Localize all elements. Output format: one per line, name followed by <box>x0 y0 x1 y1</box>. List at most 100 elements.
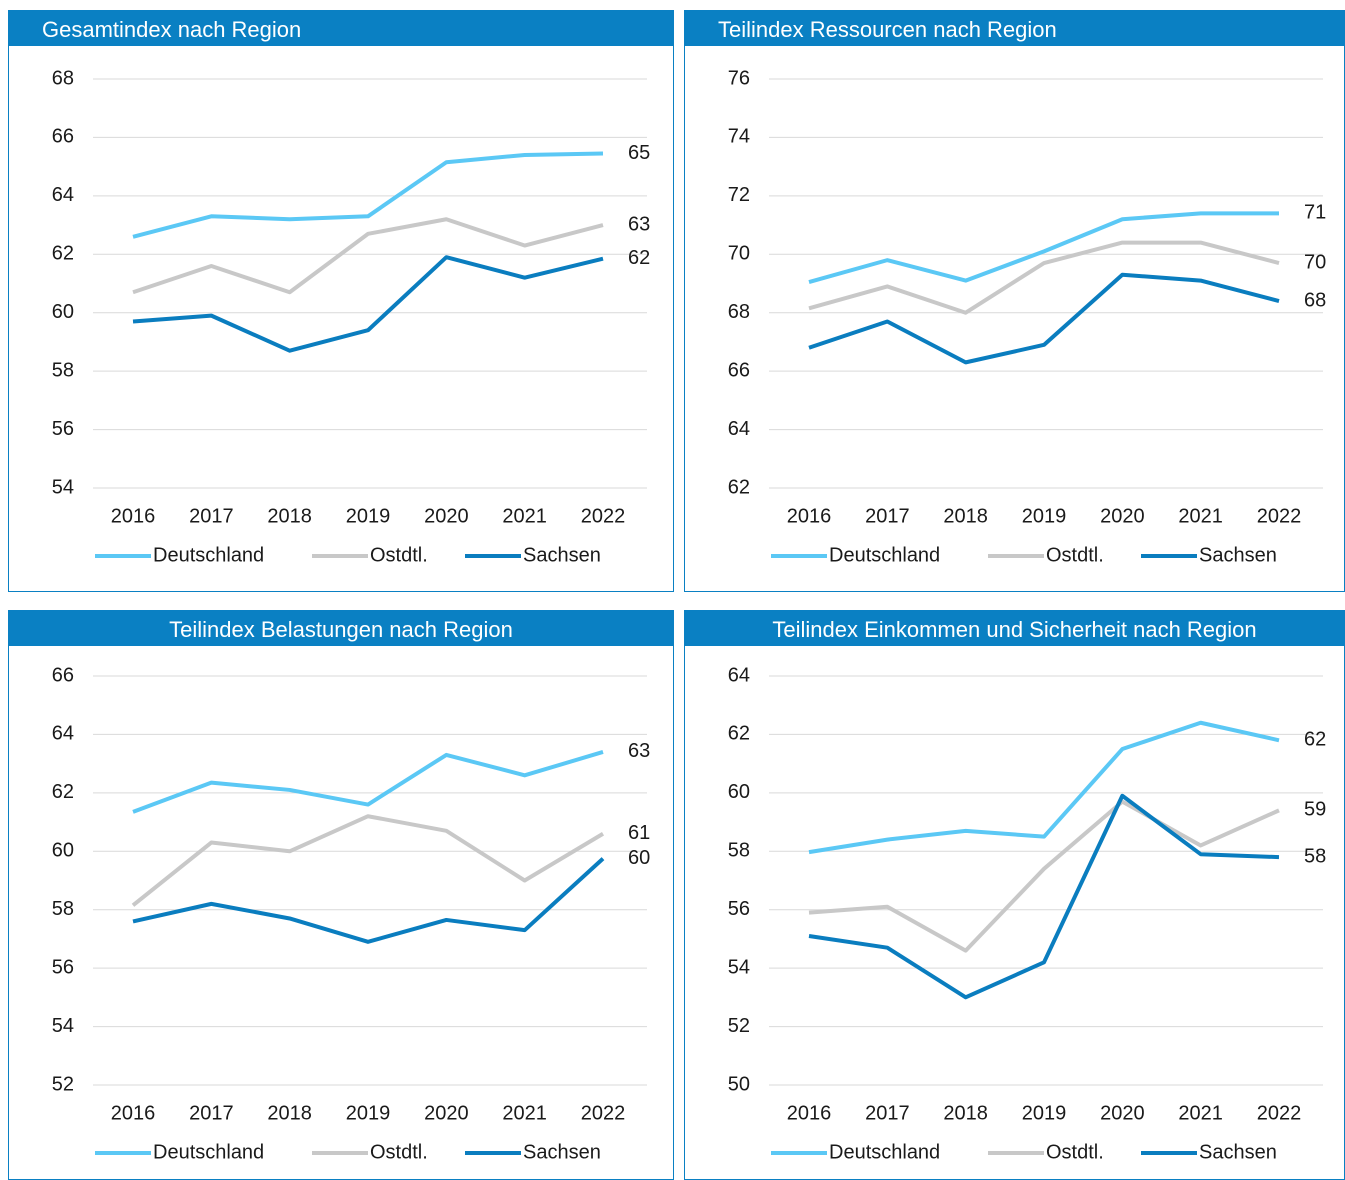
line-series <box>808 211 1279 284</box>
title-bar <box>8 610 674 646</box>
y-tick-label: 62 <box>52 781 74 803</box>
y-tick-label: 66 <box>52 126 74 148</box>
data-label: 58 <box>1304 845 1326 867</box>
x-tick-label: 2020 <box>424 1102 469 1124</box>
legend-label: Ostdtl. <box>1046 544 1104 566</box>
title-bar <box>684 10 1345 46</box>
legend-label: Deutschland <box>829 1141 940 1163</box>
chart-title: Teilindex Ressourcen nach Region <box>718 17 1057 42</box>
y-tick-label: 60 <box>52 840 74 862</box>
x-tick-label: 2021 <box>1178 1102 1223 1124</box>
y-tick-label: 52 <box>728 1015 750 1037</box>
line-series <box>132 857 605 944</box>
x-tick-label: 2019 <box>1022 505 1067 527</box>
y-tick-label: 62 <box>52 243 74 265</box>
legend-label: Sachsen <box>523 544 601 566</box>
x-tick-label: 2016 <box>787 1102 832 1124</box>
y-tick-label: 72 <box>728 184 750 206</box>
x-tick-label: 2017 <box>189 505 234 527</box>
x-tick-label: 2021 <box>502 505 547 527</box>
y-tick-label: 62 <box>728 723 750 745</box>
chart-panel: Teilindex Belastungen nach Region 52 54 56 5… <box>8 610 674 1180</box>
chart-panel: Teilindex Ressourcen nach Region 62 64 66 68… <box>684 10 1345 592</box>
data-label: 62 <box>628 247 650 269</box>
y-tick-label: 58 <box>52 359 74 381</box>
y-tick-label: 52 <box>52 1073 74 1095</box>
y-tick-label: 62 <box>728 476 750 498</box>
legend-label: Ostdtl. <box>370 544 428 566</box>
x-tick-label: 2016 <box>111 505 156 527</box>
panel-border <box>684 10 1345 592</box>
y-tick-label: 56 <box>728 898 750 920</box>
x-tick-label: 2018 <box>943 1102 988 1124</box>
y-tick-label: 56 <box>52 956 74 978</box>
data-label: 71 <box>1304 202 1326 224</box>
x-tick-label: 2017 <box>865 505 910 527</box>
data-label: 63 <box>628 740 650 762</box>
y-tick-label: 64 <box>728 418 750 440</box>
x-tick-label: 2016 <box>111 1102 156 1124</box>
y-tick-label: 60 <box>728 781 750 803</box>
x-tick-label: 2019 <box>346 505 391 527</box>
y-tick-label: 54 <box>52 476 74 498</box>
data-label: 59 <box>1304 799 1326 821</box>
x-tick-label: 2020 <box>424 505 469 527</box>
y-tick-label: 74 <box>728 126 750 148</box>
y-tick-label: 66 <box>52 664 74 686</box>
x-tick-label: 2022 <box>581 1102 626 1124</box>
y-tick-label: 70 <box>728 243 750 265</box>
y-tick-label: 66 <box>728 359 750 381</box>
x-tick-label: 2022 <box>1257 1102 1302 1124</box>
x-tick-label: 2016 <box>787 505 832 527</box>
line-series <box>808 240 1280 315</box>
panel-border <box>684 610 1345 1180</box>
y-tick-label: 56 <box>52 418 74 440</box>
legend-label: Deutschland <box>153 544 264 566</box>
x-tick-label: 2022 <box>581 505 626 527</box>
x-tick-label: 2017 <box>865 1102 910 1124</box>
y-tick-label: 68 <box>728 301 750 323</box>
data-label: 65 <box>628 142 650 164</box>
data-label: 63 <box>628 213 650 235</box>
x-tick-label: 2021 <box>502 1102 547 1124</box>
line-series <box>808 720 1280 855</box>
x-tick-label: 2018 <box>943 505 988 527</box>
y-tick-label: 58 <box>728 840 750 862</box>
legend-label: Ostdtl. <box>370 1141 428 1163</box>
y-tick-label: 54 <box>728 956 750 978</box>
y-tick-label: 60 <box>52 301 74 323</box>
line-series <box>132 255 604 353</box>
legend-label: Ostdtl. <box>1046 1141 1104 1163</box>
line-series <box>808 793 1280 1000</box>
line-series <box>808 272 1280 365</box>
y-tick-label: 76 <box>728 67 750 89</box>
x-tick-label: 2017 <box>189 1102 234 1124</box>
title-bar <box>8 10 674 46</box>
y-tick-label: 54 <box>52 1015 74 1037</box>
line-series <box>132 750 604 814</box>
data-label: 68 <box>1304 289 1326 311</box>
y-tick-label: 64 <box>728 664 750 686</box>
line-series <box>808 799 1280 953</box>
panel-border <box>8 610 674 1180</box>
chart-panel: Teilindex Einkommen und Sicherheit nach … <box>684 610 1345 1180</box>
x-tick-label: 2019 <box>346 1102 391 1124</box>
data-label: 61 <box>628 822 650 844</box>
x-tick-label: 2022 <box>1257 505 1302 527</box>
x-tick-label: 2019 <box>1022 1102 1067 1124</box>
y-tick-label: 68 <box>52 67 74 89</box>
chart-title: Gesamtindex nach Region <box>42 17 301 42</box>
line-series <box>132 217 604 295</box>
data-label: 62 <box>1304 729 1326 751</box>
legend-label: Deutschland <box>829 544 940 566</box>
chart-title: Teilindex Einkommen und Sicherheit nach … <box>772 617 1256 642</box>
chart-panel: Gesamtindex nach Region 54 56 58 60 62 64 66 68 2… <box>8 10 674 592</box>
legend-label: Sachsen <box>1199 544 1277 566</box>
chart-title: Teilindex Belastungen nach Region <box>169 617 513 642</box>
x-tick-label: 2020 <box>1100 1102 1145 1124</box>
y-tick-label: 64 <box>52 723 74 745</box>
data-label: 60 <box>628 847 650 869</box>
y-tick-label: 64 <box>52 184 74 206</box>
y-tick-label: 58 <box>52 898 74 920</box>
